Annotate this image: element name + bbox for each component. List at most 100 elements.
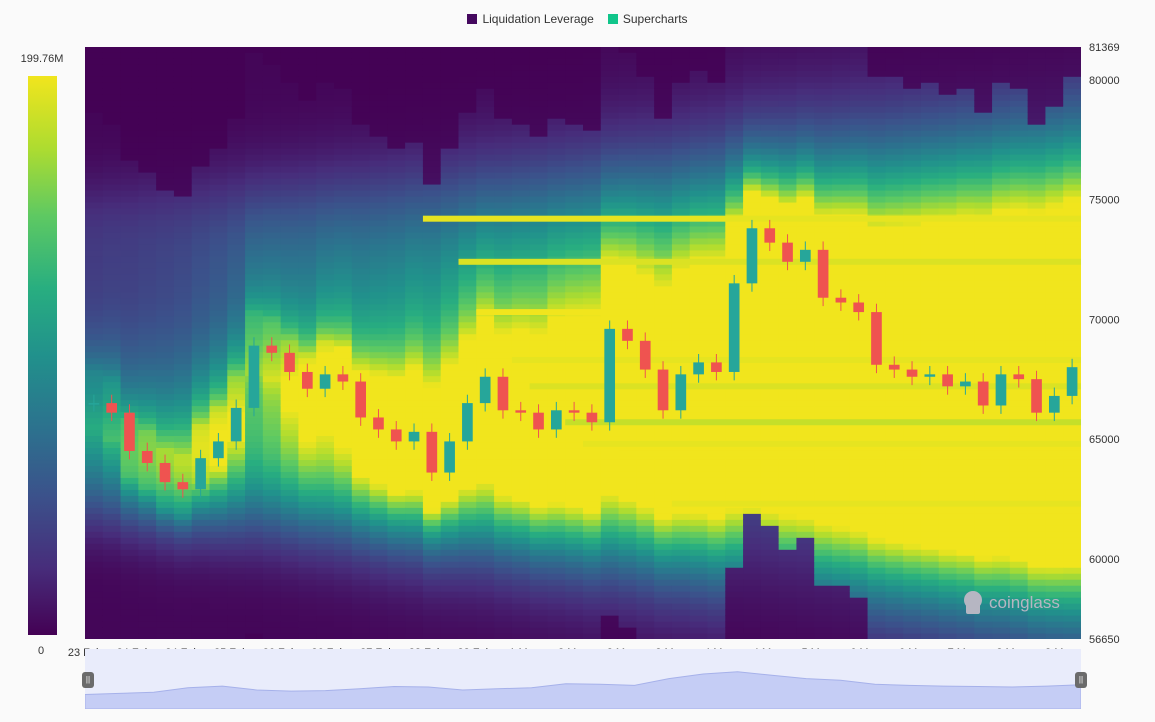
heatmap-cell xyxy=(458,447,477,454)
heatmap-cell xyxy=(725,567,744,574)
heatmap-cell xyxy=(298,567,317,574)
heatmap-cell xyxy=(405,339,424,347)
heatmap-cell xyxy=(173,231,193,239)
heatmap-cell xyxy=(583,567,602,574)
heatmap-cell xyxy=(511,148,531,155)
heatmap-cell xyxy=(458,154,477,161)
heatmap-cell xyxy=(671,327,691,335)
heatmap-cell xyxy=(654,88,673,95)
heatmap-cell xyxy=(529,88,549,95)
heatmap-cell xyxy=(440,88,460,95)
heatmap-cell xyxy=(938,579,958,586)
heatmap-cell xyxy=(156,369,175,377)
heatmap-cell xyxy=(369,213,388,221)
heatmap-cell xyxy=(369,100,388,107)
heatmap-cell xyxy=(334,124,353,131)
heatmap-cell xyxy=(369,495,388,502)
heatmap-cell xyxy=(334,279,353,287)
heatmap-cell xyxy=(476,555,495,562)
heatmap-cell xyxy=(565,441,584,449)
heatmap-cell xyxy=(422,76,442,83)
heatmap-cell xyxy=(173,399,193,407)
heatmap-cell xyxy=(778,154,798,161)
heatmap-cell xyxy=(458,118,477,125)
heatmap-cell xyxy=(351,64,371,71)
heatmap-cell xyxy=(654,130,673,137)
heatmap-cell xyxy=(120,82,139,89)
heatmap-cell xyxy=(956,543,975,550)
heatmap-cell xyxy=(654,507,673,514)
heatmap-cell xyxy=(689,124,709,131)
heatmap-cell xyxy=(654,112,673,119)
heatmap-cell xyxy=(565,261,584,269)
heatmap-cell xyxy=(173,351,193,359)
heatmap-cell xyxy=(156,339,175,347)
heatmap-cell xyxy=(725,525,744,532)
heatmap-cell xyxy=(334,489,353,496)
heatmap-cell xyxy=(476,549,495,556)
heatmap-cell xyxy=(778,166,798,173)
heatmap-cell xyxy=(316,309,335,317)
heatmap-cell xyxy=(760,549,780,556)
heatmap-cell xyxy=(138,579,157,586)
heatmap-cell xyxy=(814,237,833,245)
heatmap-cell xyxy=(102,201,122,209)
heatmap-cell xyxy=(689,405,709,413)
heatmap-cell xyxy=(227,609,246,616)
heatmap-cell xyxy=(636,537,655,544)
heatmap-cell xyxy=(227,549,246,556)
heatmap-cell xyxy=(120,591,139,598)
heatmap-cell xyxy=(494,249,513,257)
heatmap-cell xyxy=(689,531,709,538)
heatmap-cell xyxy=(458,375,477,383)
heatmap-cell xyxy=(707,243,726,251)
heatmap-cell xyxy=(885,585,904,592)
heatmap-cell xyxy=(796,393,815,401)
heatmap-cell xyxy=(280,297,300,305)
heatmap-cell xyxy=(351,345,371,353)
heatmap-cell xyxy=(796,195,815,203)
heatmap-cell xyxy=(227,225,246,233)
heatmap-cell xyxy=(903,279,922,287)
heatmap-cell xyxy=(600,70,620,77)
heatmap-cell xyxy=(369,465,388,472)
heatmap-cell xyxy=(920,106,940,113)
heatmap-cell xyxy=(334,609,353,616)
heatmap-cell xyxy=(173,106,193,113)
heatmap-cell xyxy=(778,207,798,215)
heatmap-cell xyxy=(529,273,549,281)
heatmap-cell xyxy=(405,519,424,526)
heatmap-cell xyxy=(547,201,566,209)
heatmap-cell xyxy=(867,423,886,431)
heatmap-cell xyxy=(85,142,104,149)
heatmap-cell xyxy=(956,297,975,305)
heatmap-cell xyxy=(814,399,833,407)
legend-item-liquidation-leverage[interactable]: Liquidation Leverage xyxy=(467,12,594,26)
heatmap-cell xyxy=(707,471,726,478)
heatmap-cell xyxy=(227,112,246,119)
heatmap-cell xyxy=(814,231,833,239)
heatmap-cell xyxy=(173,555,193,562)
heatmap-cell xyxy=(227,519,246,526)
heatmap-cell xyxy=(565,237,584,245)
heatmap-cell xyxy=(885,627,904,634)
heatmap-cell xyxy=(334,453,353,460)
heatmap-cell xyxy=(387,47,406,53)
heatmap-cell xyxy=(458,465,477,472)
heatmap-cell xyxy=(156,82,175,89)
heatmap-cell xyxy=(671,225,691,233)
heatmap-cell xyxy=(227,591,246,598)
legend-item-supercharts[interactable]: Supercharts xyxy=(607,12,688,26)
heatmap-cell xyxy=(707,136,726,143)
heatmap-cell xyxy=(956,333,975,341)
heatmap-cell xyxy=(689,465,709,472)
heatmap-cell xyxy=(280,189,300,197)
heatmap-cell xyxy=(316,82,335,89)
heatmap-cell xyxy=(547,177,566,185)
heatmap-cell xyxy=(173,303,193,311)
heatmap-cell xyxy=(387,52,406,59)
heatmap-cell xyxy=(85,453,104,460)
heatmap-cell xyxy=(600,303,620,311)
heatmap-cell xyxy=(280,160,300,167)
